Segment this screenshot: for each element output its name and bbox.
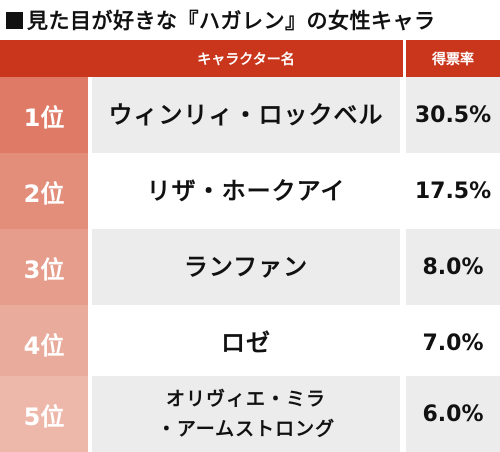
table-row: 4位 ロゼ 7.0% <box>0 305 500 381</box>
character-name-line: ロゼ <box>221 329 271 357</box>
column-divider <box>403 77 406 153</box>
rank-label: 4位 <box>0 305 88 381</box>
vote-rate: 7.0% <box>406 305 500 381</box>
vote-rate: 8.0% <box>406 229 500 305</box>
rank-label: 3位 <box>0 229 88 305</box>
column-divider <box>403 153 406 229</box>
vote-rate: 30.5% <box>406 77 500 153</box>
table-row: 2位 リザ・ホークアイ 17.5% <box>0 153 500 229</box>
column-divider <box>403 229 406 305</box>
black-square-icon <box>6 11 23 29</box>
character-name-line: ウィンリィ・ロックベル <box>108 101 384 129</box>
header-character-name: キャラクター名 <box>197 51 295 68</box>
table-row: 3位 ランファン 8.0% <box>0 229 500 305</box>
character-name: オリヴィエ・ミラ ・アームストロング <box>92 376 400 452</box>
header-divider <box>403 40 406 77</box>
header-vote-rate: 得票率 <box>432 51 474 68</box>
table-row: 5位 オリヴィエ・ミラ ・アームストロング 6.0% <box>0 376 500 452</box>
table-header: キャラクター名 得票率 <box>0 40 500 77</box>
character-name-line: ・アームストロング <box>156 418 336 440</box>
character-name: リザ・ホークアイ <box>92 153 400 229</box>
vote-rate: 6.0% <box>406 376 500 452</box>
rank-label: 5位 <box>0 376 88 452</box>
table-row: 1位 ウィンリィ・ロックベル 30.5% <box>0 77 500 153</box>
character-name: ロゼ <box>92 305 400 381</box>
character-name: ウィンリィ・ロックベル <box>92 77 400 153</box>
title-text: 見た目が好きな『ハガレン』の女性キャラ <box>27 9 436 33</box>
column-divider <box>403 376 406 452</box>
rank-label: 2位 <box>0 153 88 229</box>
character-name-line: リザ・ホークアイ <box>146 177 346 205</box>
rank-label: 1位 <box>0 77 88 153</box>
character-name: ランファン <box>92 229 400 305</box>
column-divider <box>403 305 406 381</box>
character-name-line: オリヴィエ・ミラ <box>165 388 326 410</box>
chart-title: 見た目が好きな『ハガレン』の女性キャラ <box>0 0 500 40</box>
vote-rate: 17.5% <box>406 153 500 229</box>
character-name-line: ランファン <box>183 253 309 281</box>
